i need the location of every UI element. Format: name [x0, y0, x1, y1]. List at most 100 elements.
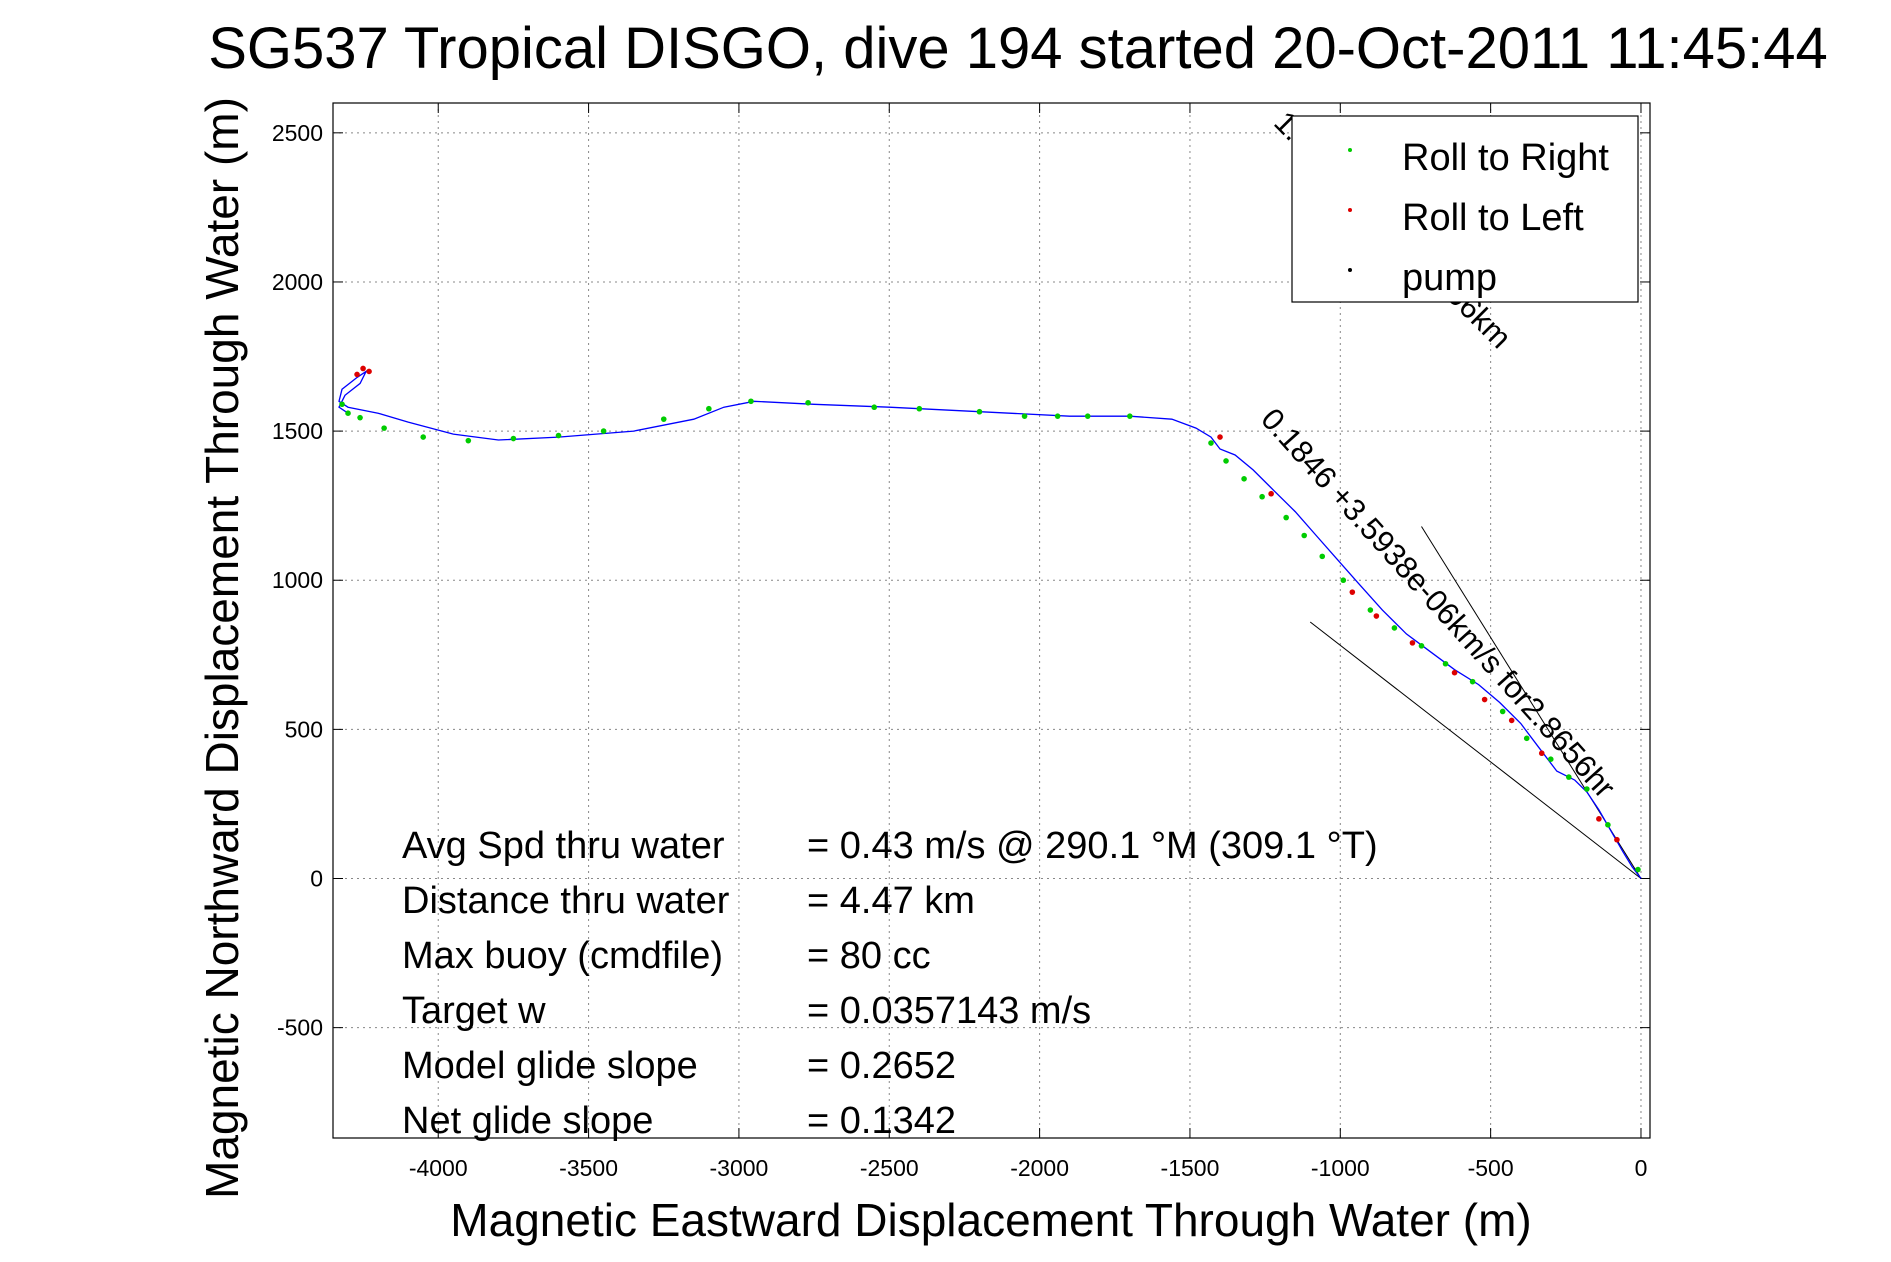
roll-right-point: [916, 405, 923, 412]
x-tick-label: 0: [1635, 1155, 1648, 1181]
roll-right-point: [1127, 413, 1133, 419]
x-tick-label: -2000: [1010, 1155, 1069, 1181]
roll-right-point: [1566, 774, 1572, 780]
roll-right-point: [1499, 708, 1506, 715]
y-tick-label: 2000: [272, 269, 323, 295]
legend-marker: [1348, 268, 1352, 272]
roll-left-point: [360, 365, 366, 372]
roll-right-point: [1391, 625, 1398, 631]
roll-left-point: [1373, 613, 1380, 619]
legend-marker: [1348, 148, 1352, 152]
roll-right-point: [1469, 678, 1476, 685]
stat-label: Model glide slope: [402, 1045, 698, 1087]
y-tick-label: 0: [310, 866, 323, 892]
y-axis-ticks: -500 0 500 1000 1500 2000 2500: [272, 120, 1650, 1041]
stat-value: = 0.2652: [807, 1045, 956, 1087]
roll-right-point: [1208, 440, 1214, 446]
chart-title: SG537 Tropical DISGO, dive 194 started 2…: [208, 16, 1828, 81]
roll-right-point: [600, 428, 607, 434]
roll-right-point: [1259, 493, 1265, 500]
roll-right-point: [1319, 553, 1326, 560]
y-tick-label: 2500: [272, 120, 323, 146]
roll-left-point: [366, 368, 372, 375]
roll-left-point: [1481, 696, 1488, 703]
roll-left-point: [1409, 640, 1416, 646]
x-tick-label: -3500: [559, 1155, 618, 1181]
roll-right-point: [357, 414, 363, 421]
x-axis-label: Magnetic Eastward Displacement Through W…: [450, 1194, 1531, 1246]
y-tick-label: -500: [277, 1015, 323, 1041]
x-axis-ticks: -4000 -3500 -3000 -2500 -2000 -1500 -1000 -500 0: [409, 103, 1648, 1181]
roll-right-point: [1021, 413, 1028, 419]
stat-label: Target w: [402, 990, 546, 1032]
roll-right-point: [1241, 476, 1247, 482]
roll-right-point: [555, 432, 562, 439]
roll-right-point: [345, 410, 351, 417]
legend: Roll to Right Roll to Left pump: [1291, 115, 1639, 303]
stat-value: = 80 cc: [807, 935, 931, 977]
roll-right-point: [1054, 413, 1061, 419]
roll-right-point: [1301, 532, 1308, 539]
roll-right-point: [1367, 607, 1374, 613]
roll-right-point: [1605, 822, 1611, 828]
grid: [333, 103, 1650, 1138]
roll-left-point: [1596, 816, 1602, 822]
x-tick-label: -2500: [860, 1155, 919, 1181]
stats-block: Avg Spd thru water = 0.43 m/s @ 290.1 °M …: [402, 825, 1378, 1142]
roll-right-point: [1523, 735, 1530, 742]
stat-value: = 4.47 km: [807, 880, 975, 922]
roll-left-point: [1508, 717, 1515, 724]
roll-right-point: [1442, 660, 1449, 667]
roll-right-point: [1223, 458, 1229, 464]
roll-left-point: [1538, 750, 1545, 757]
legend-label: pump: [1402, 257, 1497, 299]
roll-left-point: [1614, 836, 1620, 843]
roll-right-point: [748, 398, 754, 405]
stat-label: Max buoy (cmdfile): [402, 935, 723, 977]
roll-left-point: [1349, 589, 1356, 595]
roll-right-point: [510, 435, 517, 442]
roll-left-point: [1217, 434, 1223, 440]
roll-left-point: [1268, 490, 1274, 497]
roll-right-point: [1584, 786, 1590, 792]
roll-right-point: [1418, 643, 1425, 649]
y-tick-label: 1500: [272, 418, 323, 444]
roll-right-point: [1635, 866, 1641, 873]
roll-right-point: [660, 416, 667, 422]
roll-right-point: [465, 437, 472, 444]
roll-right-point: [805, 399, 811, 406]
legend-label: Roll to Right: [1402, 137, 1609, 179]
roll-left-point: [1451, 669, 1458, 676]
roll-right-point: [381, 425, 387, 431]
legend-marker: [1348, 208, 1352, 212]
x-tick-label: -4000: [409, 1155, 468, 1181]
roll-right-point: [420, 434, 427, 440]
roll-right-point: [1084, 413, 1091, 419]
stat-label: Avg Spd thru water: [402, 825, 725, 867]
x-tick-label: -500: [1468, 1155, 1514, 1181]
y-tick-label: 500: [285, 716, 323, 742]
roll-right-point: [1283, 514, 1289, 521]
roll-right-point: [1340, 577, 1347, 584]
roll-right-point: [976, 408, 983, 415]
x-tick-label: -1500: [1161, 1155, 1220, 1181]
roll-right-point: [706, 405, 712, 412]
y-axis-label: Magnetic Northward Displacement Through …: [196, 97, 248, 1199]
x-tick-label: -3000: [710, 1155, 769, 1181]
roll-points: [339, 365, 1641, 873]
legend-label: Roll to Left: [1402, 197, 1584, 239]
heading-line: [1309, 621, 1642, 879]
x-tick-label: -1000: [1311, 1155, 1370, 1181]
stat-value: = 0.1342: [807, 1100, 956, 1142]
stat-label: Distance thru water: [402, 880, 730, 922]
y-tick-label: 1000: [272, 567, 323, 593]
roll-right-point: [871, 404, 878, 411]
roll-right-point: [339, 401, 345, 408]
track-polyline: [338, 369, 1642, 879]
stat-label: Net glide slope: [402, 1100, 653, 1142]
roll-right-point: [1547, 756, 1554, 762]
stat-value: = 0.43 m/s @ 290.1 °M (309.1 °T): [807, 825, 1378, 867]
track-line: [338, 369, 1642, 879]
roll-left-point: [354, 371, 360, 378]
